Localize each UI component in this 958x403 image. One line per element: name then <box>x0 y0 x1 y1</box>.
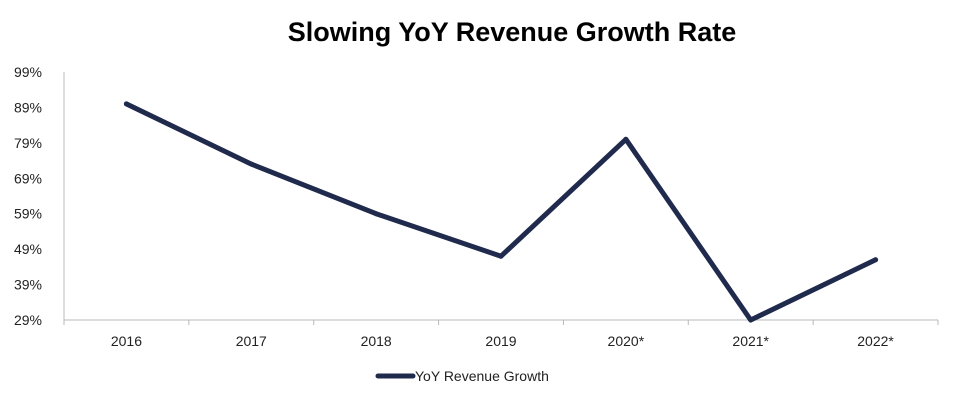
data-point <box>373 211 379 217</box>
series-line-yoy-revenue-growth <box>123 101 879 323</box>
y-tick-label: 29% <box>14 312 42 328</box>
y-tick-label: 89% <box>14 99 42 115</box>
x-tick-labels: 2016 2017 2018 2019 2020* 2021* 2022* <box>63 320 939 349</box>
data-point <box>498 253 504 259</box>
y-tick-label: 99% <box>14 64 42 80</box>
data-point <box>748 317 754 323</box>
x-tick-label: 2017 <box>236 333 267 349</box>
y-tick-label: 59% <box>14 206 42 222</box>
x-tick-label: 2020* <box>608 333 645 349</box>
data-point <box>248 161 254 167</box>
x-tick-label: 2018 <box>361 333 392 349</box>
y-tick-label: 79% <box>14 135 42 151</box>
x-tick-label: 2021* <box>732 333 769 349</box>
x-tick-label: 2019 <box>485 333 516 349</box>
y-tick-label: 69% <box>14 170 42 186</box>
legend: YoY Revenue Growth <box>375 368 549 384</box>
data-point <box>873 257 879 263</box>
x-tick-label: 2022* <box>857 333 894 349</box>
chart-title: Slowing YoY Revenue Growth Rate <box>288 17 737 47</box>
y-tick-label: 49% <box>14 241 42 257</box>
legend-label-yoy-revenue-growth: YoY Revenue Growth <box>415 368 549 384</box>
data-point <box>123 101 129 107</box>
data-point <box>623 136 629 142</box>
series-group <box>123 101 879 323</box>
y-tick-labels: 99% 89% 79% 69% 59% 49% 39% 29% <box>14 64 42 328</box>
y-tick-label: 39% <box>14 277 42 293</box>
x-tick-label: 2016 <box>111 333 142 349</box>
